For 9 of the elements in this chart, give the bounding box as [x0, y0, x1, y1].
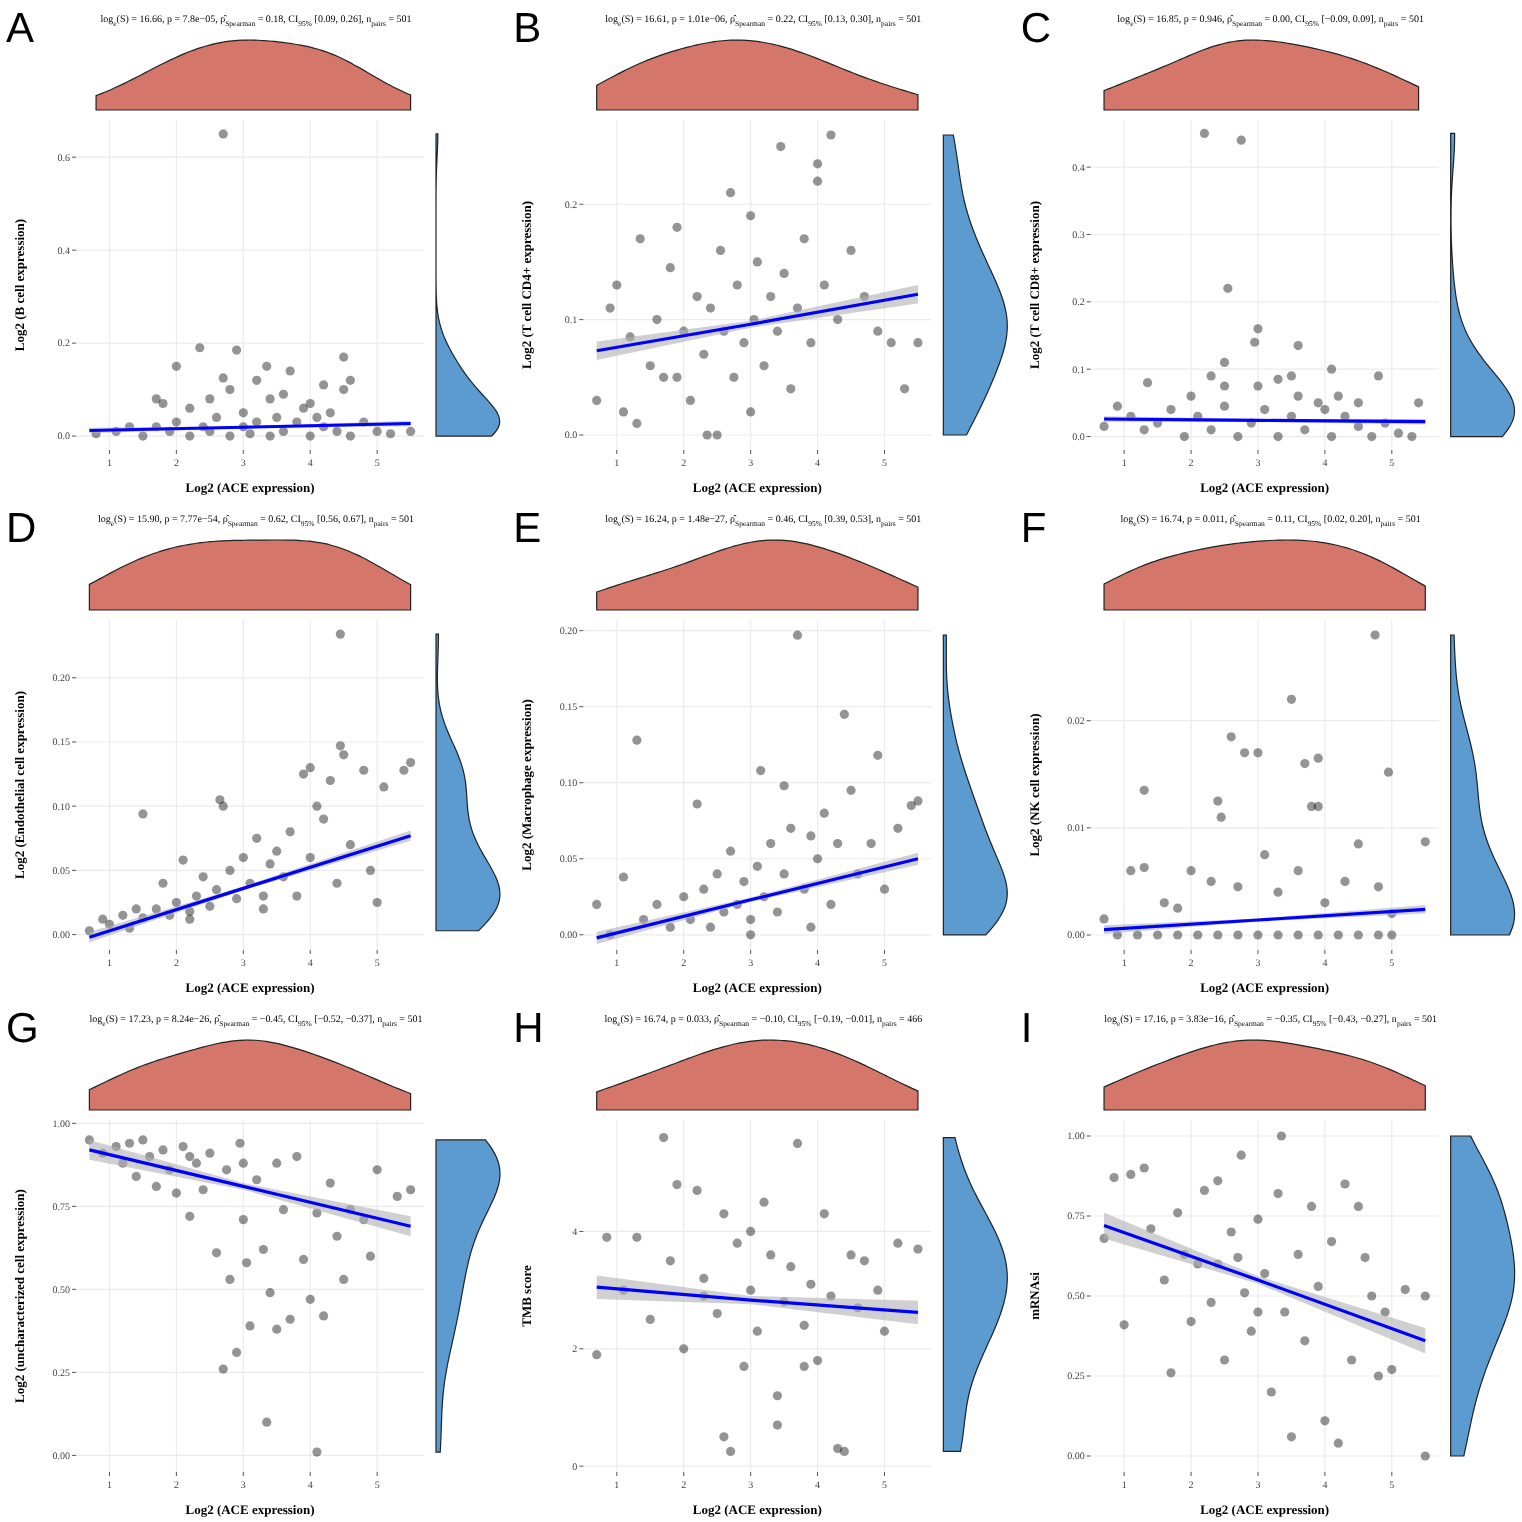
chart-title: F — [1020, 506, 1047, 552]
chart-title: A — [6, 6, 35, 52]
chart-title: G — [6, 1006, 39, 1052]
chart-title: D — [6, 506, 37, 552]
chart-title: B — [513, 6, 542, 52]
chart-title: E — [513, 506, 542, 552]
chart-title: H — [513, 1006, 544, 1052]
chart-title: C — [1020, 6, 1052, 52]
chart-title: I — [1020, 1006, 1033, 1052]
